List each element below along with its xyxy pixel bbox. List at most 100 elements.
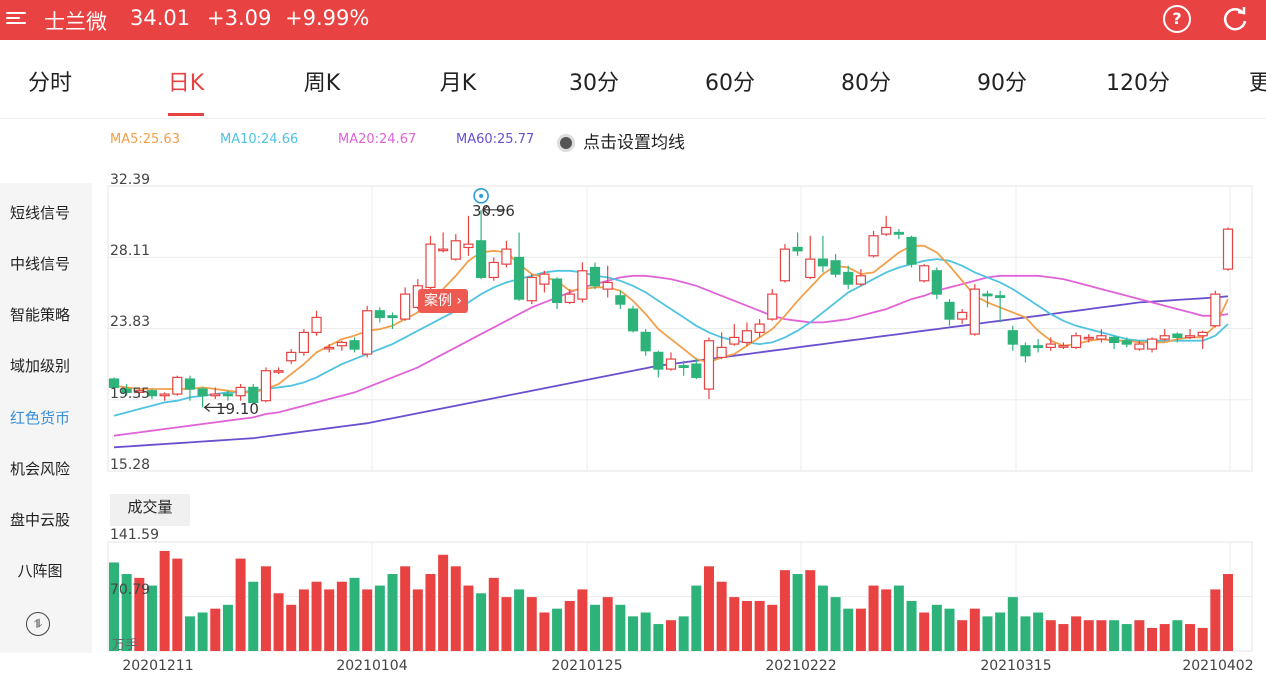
- y-tick-4: 19.55: [110, 386, 151, 402]
- tab-120min[interactable]: 120分: [1106, 71, 1170, 96]
- tab-90min[interactable]: 90分: [977, 71, 1027, 96]
- candle-body: [767, 293, 778, 320]
- volume-bar: [653, 624, 664, 651]
- volume-bar: [1109, 620, 1120, 651]
- volume-bar: [868, 585, 879, 651]
- volume-bar: [1033, 612, 1044, 651]
- candle-body: [539, 273, 550, 285]
- volume-bar: [969, 608, 980, 651]
- volume-bar: [628, 616, 639, 651]
- candle-body: [944, 301, 955, 320]
- tab-80min[interactable]: 80分: [841, 71, 891, 96]
- candle-body: [476, 240, 487, 279]
- sidebar-item-smart-strategy[interactable]: 智能策略: [9, 306, 70, 324]
- ma-setting-button[interactable]: 点击设置均线: [557, 128, 685, 153]
- top-bar: 士兰微 34.01 +3.09 +9.99% ?: [0, 0, 1266, 40]
- sidebar-item-intraday-stocks[interactable]: 盘中云股: [9, 511, 70, 529]
- tab-week-k[interactable]: 周K: [303, 71, 341, 96]
- candle-body: [957, 311, 968, 320]
- sidebar-item-mid-signal[interactable]: 中线信号: [9, 255, 70, 273]
- hamburger-icon[interactable]: [6, 9, 28, 31]
- candle-body: [919, 265, 930, 282]
- volume-bar: [286, 604, 297, 651]
- candle-body: [134, 390, 145, 393]
- sidebar-item-red-currency[interactable]: 红色货币: [9, 409, 70, 427]
- volume-bar: [121, 574, 132, 651]
- candle-body: [488, 261, 499, 279]
- volume-bar: [298, 589, 309, 651]
- candle-body: [982, 293, 993, 297]
- tab-60min[interactable]: 60分: [705, 71, 755, 96]
- volume-bar: [488, 577, 499, 651]
- case-label: 案例: [423, 293, 452, 309]
- candle-body: [450, 240, 461, 260]
- volume-bar: [906, 600, 917, 651]
- candle-body: [868, 235, 879, 257]
- volume-bar: [957, 620, 968, 651]
- candle-body: [881, 226, 892, 235]
- volume-bar: [1058, 624, 1069, 651]
- candle-body: [615, 295, 626, 305]
- volume-bar: [805, 570, 816, 651]
- sidebar-item-level[interactable]: 域加级别: [9, 357, 70, 375]
- help-circle-icon[interactable]: ?: [1163, 5, 1191, 33]
- setting-dot-icon: [557, 134, 575, 152]
- volume-bar: [1020, 616, 1031, 651]
- x-tick-4: 20210222: [765, 658, 837, 674]
- candle-body: [665, 358, 677, 370]
- tab-fenshi[interactable]: 分时: [27, 71, 73, 96]
- volume-bar: [235, 558, 246, 651]
- candle-body: [1045, 343, 1056, 349]
- refresh-icon[interactable]: [1220, 4, 1250, 34]
- candle-body: [779, 248, 791, 282]
- volume-bar: [109, 562, 119, 651]
- volume-bar: [792, 574, 803, 651]
- candle-body: [197, 388, 208, 397]
- candle-body: [678, 365, 689, 368]
- tab-more[interactable]: 更: [1248, 71, 1266, 96]
- sidebar-item-opportunity-risk[interactable]: 机会风险: [9, 460, 70, 478]
- volume-bar: [222, 604, 233, 651]
- tab-month-k[interactable]: 月K: [439, 71, 477, 96]
- candle-body: [260, 370, 272, 402]
- candle-body: [1033, 345, 1044, 349]
- volume-bar: [514, 589, 525, 651]
- sidebar-item-bazhentu[interactable]: 八阵图: [17, 562, 63, 580]
- high-annotation: 30.96: [472, 202, 515, 220]
- volume-bar: [450, 566, 461, 651]
- price-change: +3.09: [207, 6, 272, 30]
- candle-body: [248, 386, 259, 403]
- candle-body: [526, 276, 537, 302]
- volume-bar: [855, 608, 866, 651]
- y-tick-3: 23.83: [110, 314, 151, 330]
- candle-body: [703, 340, 715, 390]
- volume-bar: [640, 612, 651, 651]
- tab-30min[interactable]: 30分: [569, 71, 619, 96]
- sidebar-item-short-signal[interactable]: 短线信号: [9, 204, 70, 222]
- candle-body: [729, 336, 740, 345]
- volume-bar: [210, 608, 221, 651]
- volume-bar: [767, 604, 778, 651]
- volume-bar: [260, 566, 271, 651]
- target-icon: [473, 188, 489, 204]
- volume-bar: [197, 612, 208, 651]
- candle-body: [400, 293, 411, 320]
- volume-bar: [615, 604, 626, 651]
- volume-bar: [1172, 620, 1183, 651]
- volume-bar: [1147, 627, 1158, 651]
- candle-body: [1020, 345, 1031, 357]
- candle-body: [1096, 335, 1107, 340]
- candle-body: [817, 258, 829, 267]
- candle-body: [1197, 331, 1208, 337]
- volume-bar: [362, 589, 373, 651]
- x-tick-3: 20210125: [551, 658, 623, 674]
- case-button[interactable]: 案例 ›: [418, 289, 468, 313]
- tab-day-k[interactable]: 日K: [167, 71, 205, 96]
- volume-bar: [134, 577, 145, 651]
- candle-body: [741, 330, 753, 344]
- volume-bar: [172, 558, 183, 651]
- volume-bar: [463, 585, 474, 651]
- volume-bar: [893, 585, 904, 651]
- switch-icon[interactable]: ⥮: [26, 612, 50, 636]
- volume-bar: [691, 585, 702, 651]
